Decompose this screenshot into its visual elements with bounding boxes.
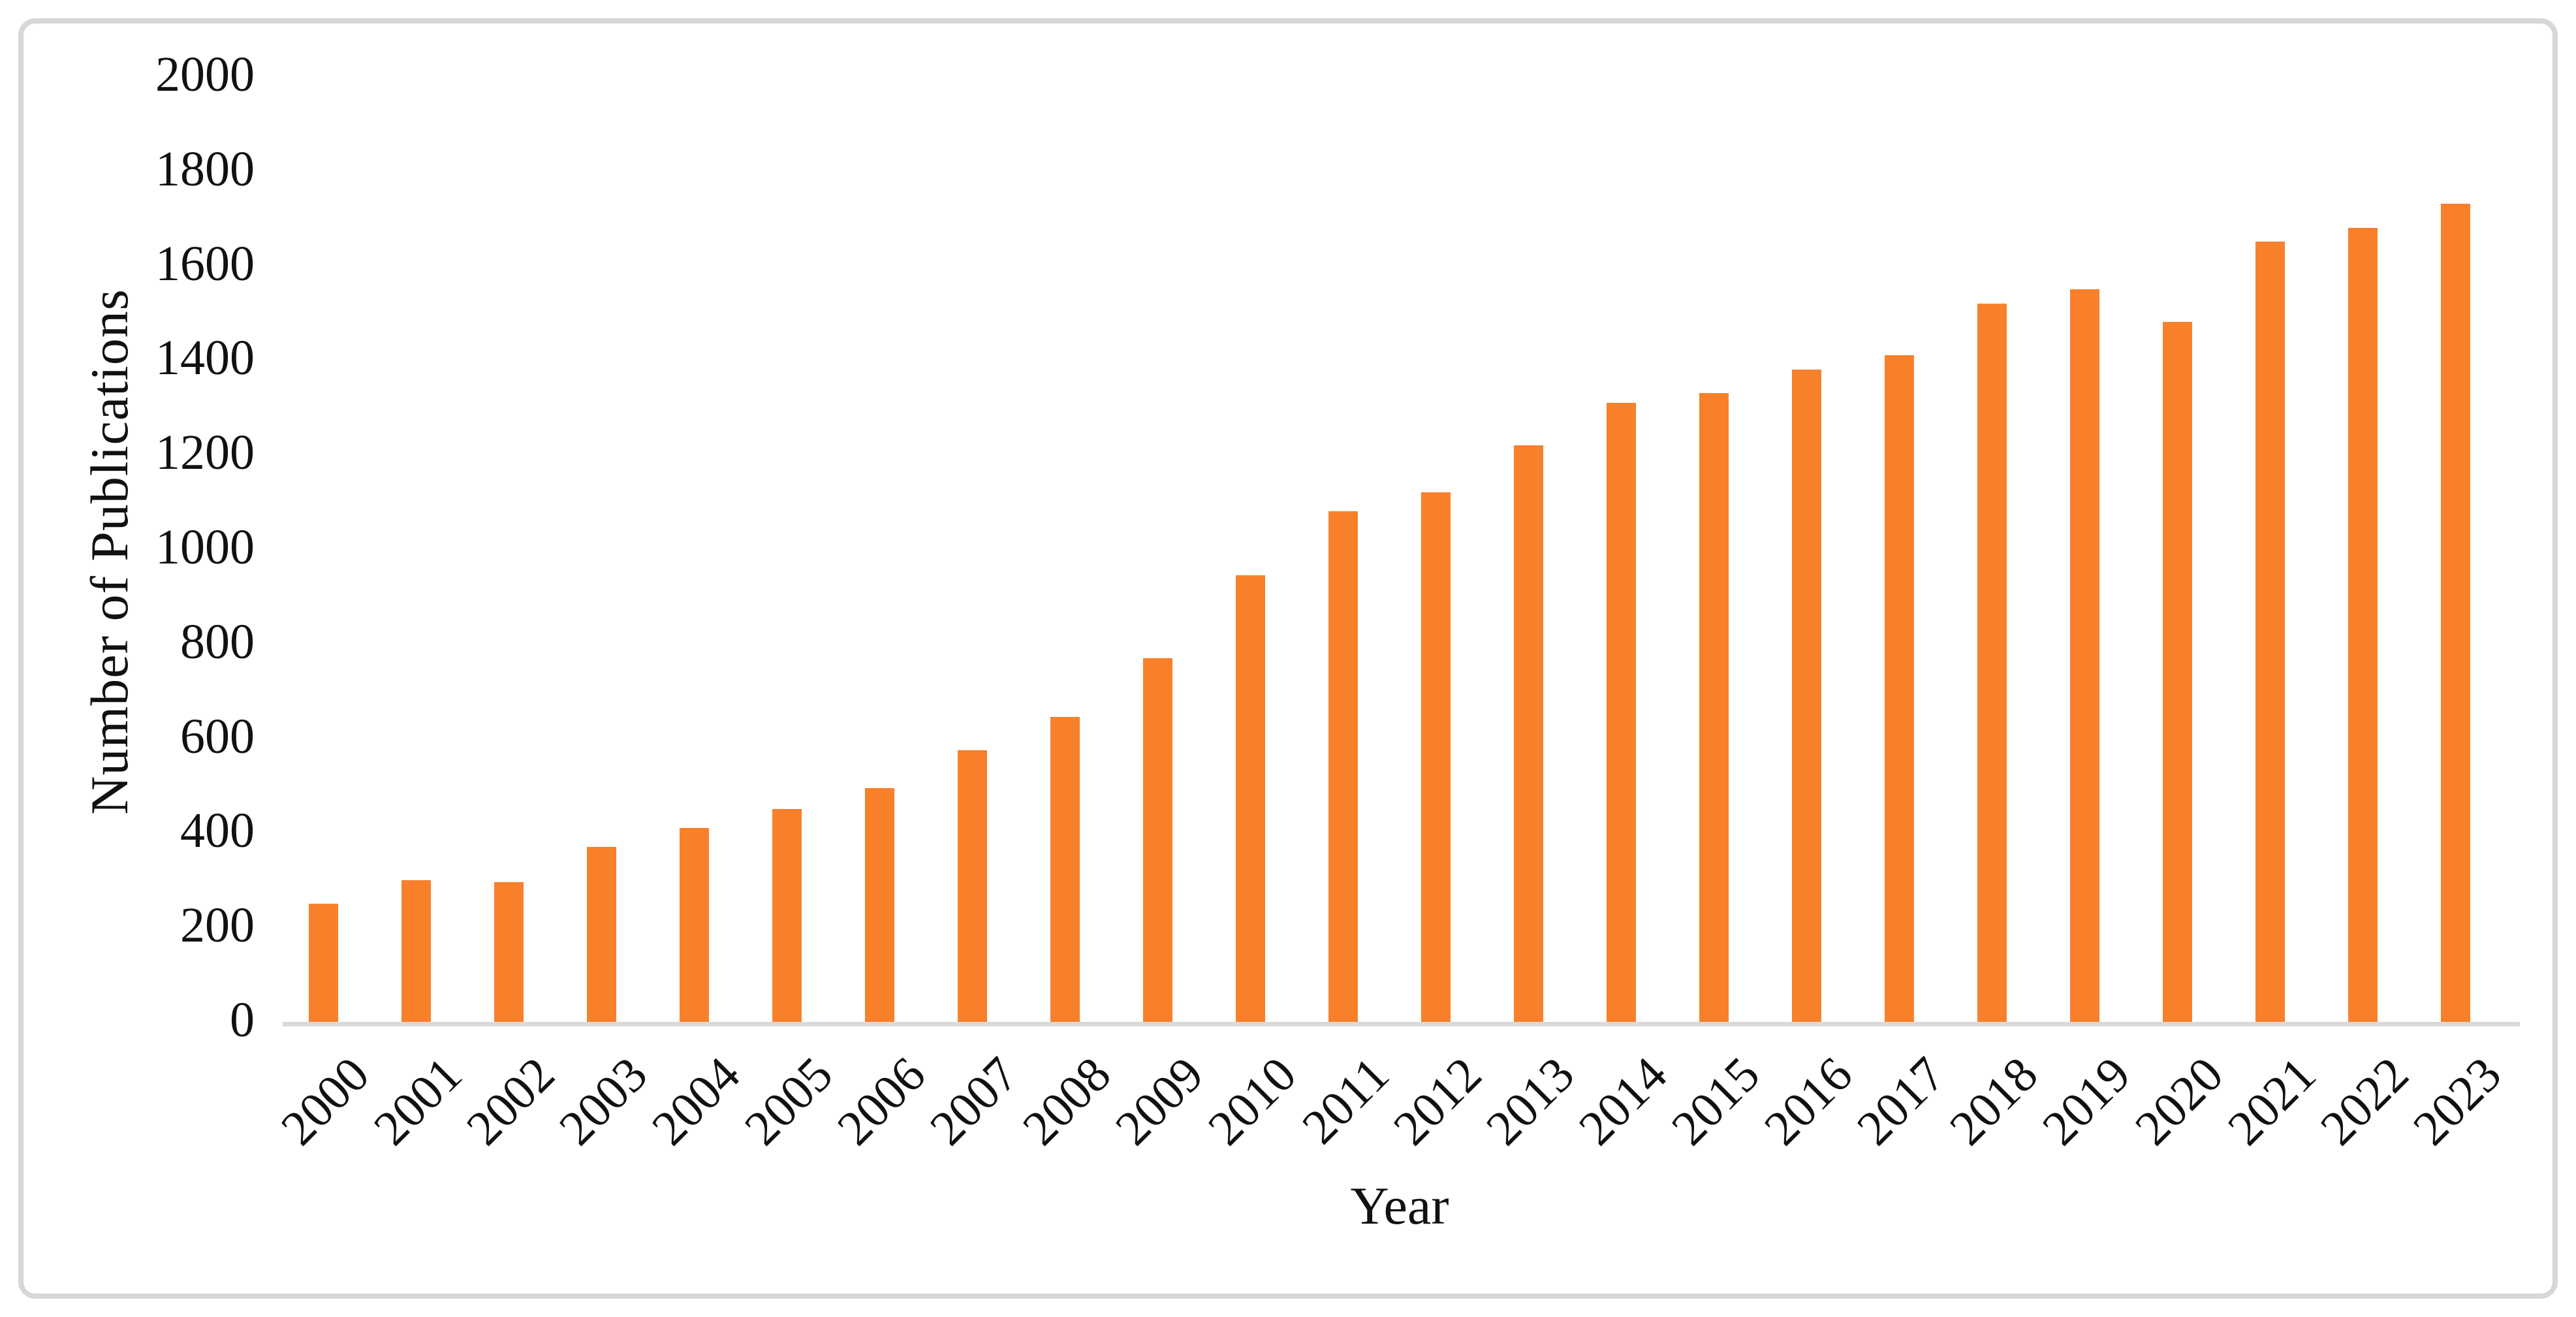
bar-2012 (1421, 492, 1451, 1022)
bar-2015 (1699, 393, 1729, 1022)
x-tick-label-2016: 2016 (1753, 1047, 1863, 1156)
y-tick-label-2000: 2000 (155, 46, 255, 102)
x-tick-label-2012: 2012 (1383, 1047, 1492, 1156)
bar-2023 (2440, 204, 2470, 1022)
x-axis-line (283, 1022, 2520, 1026)
y-tick-label-200: 200 (180, 898, 255, 953)
x-tick-label-2010: 2010 (1197, 1047, 1307, 1156)
x-tick-label-2018: 2018 (1939, 1047, 2049, 1156)
bar-2020 (2162, 322, 2192, 1022)
y-tick-label-1200: 1200 (155, 425, 255, 481)
x-tick-label-2022: 2022 (2310, 1047, 2419, 1156)
bar-2003 (586, 847, 616, 1022)
bar-2010 (1235, 575, 1265, 1022)
x-tick-label-2009: 2009 (1105, 1047, 1214, 1156)
y-tick-label-1800: 1800 (155, 141, 255, 197)
x-tick-label-2014: 2014 (1568, 1047, 1678, 1156)
x-tick-label-2005: 2005 (734, 1047, 843, 1156)
x-tick-label-2007: 2007 (919, 1047, 1029, 1156)
x-tick-label-2019: 2019 (2032, 1047, 2141, 1156)
x-tick-label-2000: 2000 (270, 1047, 380, 1156)
x-tick-label-2008: 2008 (1012, 1047, 1122, 1156)
x-tick-label-2002: 2002 (456, 1047, 565, 1156)
bar-2001 (401, 880, 431, 1022)
y-tick-label-1600: 1600 (155, 236, 255, 291)
y-tick-label-0: 0 (230, 992, 255, 1047)
y-tick-label-800: 800 (180, 614, 255, 669)
y-tick-label-400: 400 (180, 803, 255, 859)
bar-2014 (1606, 402, 1636, 1022)
y-tick-label-1000: 1000 (155, 519, 255, 575)
x-tick-label-2006: 2006 (826, 1047, 936, 1156)
bar-2017 (1884, 355, 1914, 1022)
bar-2018 (1977, 303, 2007, 1022)
x-tick-label-2004: 2004 (641, 1047, 751, 1156)
x-tick-label-2011: 2011 (1291, 1047, 1400, 1155)
bar-2009 (1142, 658, 1172, 1022)
x-axis-title: Year (1350, 1176, 1449, 1235)
bar-2000 (308, 904, 338, 1022)
x-tick-label-2020: 2020 (2124, 1047, 2234, 1156)
bar-2022 (2348, 227, 2378, 1022)
bar-2005 (772, 809, 802, 1022)
y-tick-label-600: 600 (180, 708, 255, 764)
x-tick-label-2003: 2003 (548, 1047, 658, 1156)
bar-2004 (679, 828, 709, 1022)
bar-2007 (957, 750, 987, 1022)
x-tick-label-2021: 2021 (2217, 1047, 2327, 1156)
bar-2002 (494, 882, 524, 1022)
bar-2019 (2069, 289, 2099, 1022)
x-tick-label-2013: 2013 (1475, 1047, 1585, 1156)
bar-2016 (1791, 369, 1821, 1022)
x-tick-label-2023: 2023 (2402, 1047, 2512, 1156)
bar-2021 (2255, 242, 2285, 1022)
bar-2008 (1050, 717, 1080, 1022)
x-tick-label-2017: 2017 (1846, 1047, 1956, 1156)
bar-2006 (864, 787, 894, 1022)
x-tick-label-2015: 2015 (1661, 1047, 1770, 1156)
bar-2013 (1513, 445, 1543, 1022)
y-tick-label-1400: 1400 (155, 330, 255, 386)
bar-2011 (1328, 511, 1358, 1022)
figure-frame (18, 18, 2558, 1299)
x-tick-label-2001: 2001 (363, 1047, 473, 1156)
